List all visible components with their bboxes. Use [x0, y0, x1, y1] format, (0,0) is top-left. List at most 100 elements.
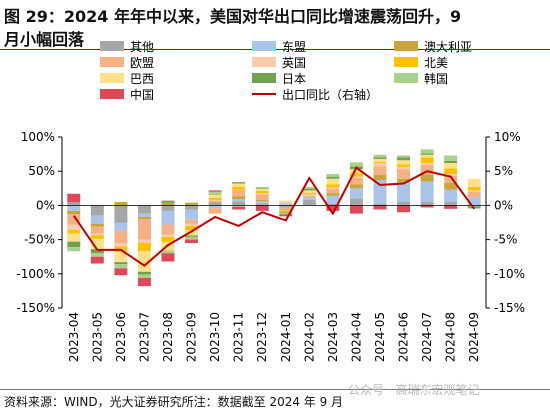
bar-brazil — [90, 238, 104, 250]
bar-north_america — [137, 243, 151, 252]
left-tick-label: 50% — [28, 164, 55, 178]
bar-japan — [185, 235, 199, 237]
bar-uk — [185, 223, 199, 226]
chart-title-line2: 月小幅回落 — [4, 30, 85, 49]
bar-uk — [349, 176, 363, 179]
bar-brazil — [302, 190, 316, 194]
bar-china — [161, 253, 175, 262]
bar-uk — [255, 193, 269, 195]
legend-label-australia: 澳大利亚 — [424, 40, 472, 54]
line-export-yoy — [72, 166, 476, 267]
bar-australia — [373, 174, 387, 181]
bar-north_america — [373, 161, 387, 163]
bar-australia — [232, 196, 246, 200]
bar-korea — [444, 155, 458, 161]
x-tick-label: 2023-04 — [67, 312, 81, 362]
bar-china — [326, 205, 340, 211]
bar-china — [444, 205, 458, 209]
bar-uk — [420, 162, 434, 166]
bar-other — [349, 198, 363, 206]
bar-korea — [161, 250, 175, 254]
bar-eu — [326, 188, 340, 194]
legend-swatch-eu — [100, 57, 124, 67]
bar-korea — [349, 162, 363, 167]
x-tick-label: 2024-05 — [373, 312, 387, 362]
bar-korea — [137, 274, 151, 278]
x-tick-label: 2023-05 — [90, 312, 104, 362]
bar-other — [373, 204, 387, 206]
bar-china — [208, 190, 222, 192]
bar-china — [420, 205, 434, 208]
bar-australia — [137, 217, 151, 220]
bar-other — [114, 205, 128, 223]
bar-japan — [279, 212, 293, 213]
bar-korea — [232, 205, 246, 207]
bar-china — [137, 277, 151, 287]
bar-brazil — [373, 158, 387, 162]
bar-brazil — [137, 251, 151, 272]
x-tick-label: 2024-09 — [467, 312, 481, 362]
bar-other — [67, 201, 81, 206]
bar-north_america — [185, 225, 199, 231]
right-tick-label: 10% — [494, 130, 521, 144]
bar-uk — [114, 243, 128, 247]
bar-other — [208, 202, 222, 206]
bar-japan — [232, 182, 246, 184]
bar-brazil — [326, 178, 340, 185]
bar-uk — [373, 162, 387, 167]
bar-brazil — [467, 178, 481, 187]
bar-japan — [302, 188, 316, 191]
bar-eu — [255, 194, 269, 200]
bar-japan — [397, 157, 411, 161]
bar-other — [420, 201, 434, 206]
bar-korea — [255, 186, 269, 189]
bar-north_america — [279, 210, 293, 213]
bar-china — [349, 205, 363, 214]
x-tick-label: 2023-07 — [137, 312, 151, 362]
x-tick-label: 2023-11 — [232, 312, 246, 362]
bar-eu — [373, 166, 387, 175]
bar-asean — [279, 203, 293, 206]
bar-uk — [67, 224, 81, 231]
bar-asean — [420, 181, 434, 202]
bar-brazil — [185, 230, 199, 236]
legend-label-japan: 日本 — [282, 72, 306, 86]
bar-north_america — [67, 230, 81, 234]
bar-japan — [137, 271, 151, 275]
bar-eu — [185, 219, 199, 224]
bar-north_america — [302, 193, 316, 195]
bar-other — [397, 201, 411, 206]
bar-uk — [279, 201, 293, 204]
bar-eu — [67, 214, 81, 225]
bar-korea — [208, 191, 222, 194]
bar-brazil — [420, 154, 434, 158]
bar-other — [326, 204, 340, 206]
bar-australia — [114, 201, 128, 206]
bar-brazil — [161, 242, 175, 251]
legend-swatch-other — [100, 41, 124, 51]
x-tick-label: 2024-04 — [349, 312, 363, 362]
bar-uk — [467, 190, 481, 192]
bar-asean — [255, 201, 269, 204]
legend-swatch-japan — [252, 73, 276, 83]
bar-asean — [302, 197, 316, 200]
bar-australia — [420, 174, 434, 182]
bar-asean — [232, 199, 246, 202]
bar-uk — [208, 199, 222, 202]
bar-korea — [114, 264, 128, 269]
bar-asean — [208, 205, 222, 209]
bar-japan — [67, 241, 81, 248]
bar-brazil — [397, 160, 411, 165]
bar-uk — [397, 167, 411, 170]
bar-brazil — [232, 183, 246, 187]
bar-australia — [444, 182, 458, 190]
bar-uk — [161, 234, 175, 237]
bar-asean — [326, 195, 340, 205]
legend-swatch-australia — [394, 41, 418, 51]
bar-australia — [349, 184, 363, 189]
bar-china — [373, 205, 387, 210]
x-tick-label: 2024-07 — [420, 312, 434, 362]
legend-label-uk: 英国 — [282, 56, 306, 70]
bar-asean — [67, 205, 81, 211]
bar-brazil — [255, 188, 269, 192]
